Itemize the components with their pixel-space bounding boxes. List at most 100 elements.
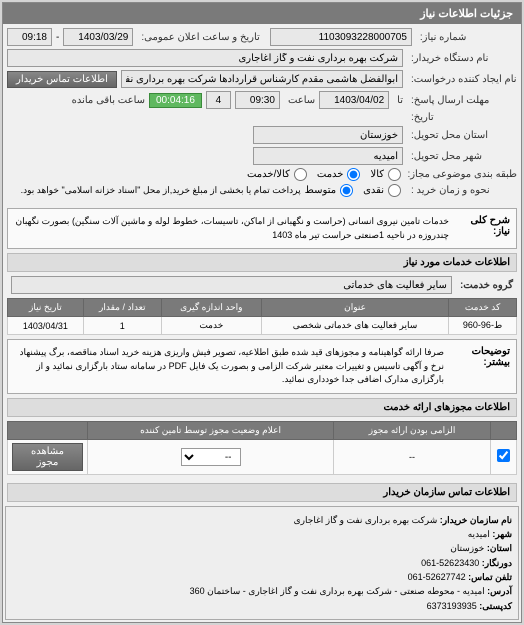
- deadline-time-field: [235, 91, 280, 109]
- deadline-until: تا: [393, 95, 403, 106]
- radio-goods-item: کالا: [370, 168, 403, 181]
- radio-goods[interactable]: [388, 168, 401, 181]
- radio-both-label: کالا/خدمت: [247, 169, 290, 180]
- radio-both[interactable]: [294, 168, 307, 181]
- contact-postal: 6373193935: [427, 601, 477, 611]
- contact-addr: امیدیه - محوطه صنعتی - شرکت بهره برداری …: [190, 586, 485, 596]
- buy-radio2[interactable]: [340, 184, 353, 197]
- permits-col-chk: [491, 421, 517, 439]
- contact-city-row: شهر: امیدیه: [12, 527, 512, 541]
- contact-org-label: نام سازمان خریدار:: [440, 515, 512, 525]
- contact-city: امیدیه: [468, 529, 490, 539]
- contact-province-row: استان: خوزستان: [12, 541, 512, 555]
- contact-postal-row: کدپستی: 6373193935: [12, 599, 512, 613]
- contact-tel: 52627742-061: [408, 572, 466, 582]
- contact-org-row: نام سازمان خریدار: شرکت بهره برداری نفت …: [12, 513, 512, 527]
- radio-service-item: خدمت: [317, 168, 363, 181]
- buy-radio2-item: متوسط: [305, 184, 355, 197]
- col-qty: تعداد / مقدار: [83, 299, 161, 317]
- buy-method-radio-group: نقدی متوسط: [305, 184, 403, 197]
- contact-org: شرکت بهره برداری نفت و گاز اغاجاری: [294, 515, 438, 525]
- remain-text: ساعت باقی مانده: [68, 95, 145, 106]
- summary-box: شرح کلی نیاز: خدمات تامین نیروی انسانی (…: [7, 208, 517, 249]
- row-requester: نام ایجاد کننده درخواست: اطلاعات تماس خر…: [7, 70, 517, 88]
- contact-footer: نام سازمان خریدار: شرکت بهره برداری نفت …: [5, 506, 519, 621]
- service-group-label: گروه خدمت:: [456, 280, 513, 291]
- class-label: طبقه بندی موضوعی مجاز:: [407, 169, 517, 180]
- permits-table: الزامی بودن ارائه مجوز اعلام وضعیت مجوز …: [7, 421, 517, 475]
- need-no-label: شماره نیاز:: [416, 32, 517, 43]
- buyer-org-label: نام دستگاه خریدار:: [407, 53, 517, 64]
- row-buy-method: نحوه و زمان خرید : نقدی متوسط پرداخت تما…: [7, 184, 517, 197]
- contact-city-label: شهر:: [492, 529, 512, 539]
- notes-box: توضیحات بیشتر: صرفا ارائه گواهینامه و مج…: [7, 339, 517, 394]
- panel-title: جزئیات اطلاعات نیاز: [3, 3, 521, 24]
- deadline-time-label: ساعت: [284, 95, 315, 106]
- delivery-place-field: [253, 126, 403, 144]
- col-unit: واحد اندازه گیری: [161, 299, 261, 317]
- delivery-city-label: شهر محل تحویل:: [407, 151, 517, 162]
- notes-text: صرفا ارائه گواهینامه و مجوزهای قید شده ط…: [14, 346, 444, 387]
- pub-date-field: [63, 28, 133, 46]
- contact-phone: 52623430-061: [421, 558, 479, 568]
- permits-cell-chk: [491, 439, 517, 474]
- row-service-group: گروه خدمت:: [11, 276, 513, 294]
- delivery-place-label: استان محل تحویل:: [407, 130, 517, 141]
- view-permit-button[interactable]: مشاهده مجوز: [12, 443, 83, 471]
- contact-tel-row: تلفن تماس: 52627742-061: [12, 570, 512, 584]
- permits-cell-action: مشاهده مجوز: [8, 439, 88, 474]
- buy-method-note: پرداخت تمام یا بخشی از مبلغ خرید,از محل …: [21, 185, 301, 196]
- buyer-org-field: [7, 49, 403, 67]
- class-radio-group: کالا خدمت کالا/خدمت: [247, 168, 403, 181]
- remain-timer: 00:04:16: [149, 93, 202, 108]
- requester-field: [121, 70, 403, 88]
- table-row: -- -- مشاهده مجوز: [8, 439, 517, 474]
- buy-radio1-label: نقدی: [363, 185, 384, 196]
- deadline-label: مهلت ارسال پاسخ:: [407, 95, 517, 106]
- buy-radio1[interactable]: [388, 184, 401, 197]
- radio-service[interactable]: [347, 168, 360, 181]
- contact-province-label: استان:: [487, 543, 512, 553]
- row-need-no: شماره نیاز: تاریخ و ساعت اعلان عمومی: -: [7, 28, 517, 46]
- summary-text: خدمات تامین نیروی انسانی (حراست و نگهبان…: [14, 215, 449, 242]
- remain-count-field: [206, 91, 231, 109]
- buy-radio1-item: نقدی: [363, 184, 403, 197]
- permits-col-required: الزامی بودن ارائه مجوز: [334, 421, 491, 439]
- contact-province: خوزستان: [450, 543, 484, 553]
- contact-phone-label: دورنگار:: [482, 558, 512, 568]
- radio-both-item: کالا/خدمت: [247, 168, 309, 181]
- history-label: تاریخ:: [407, 112, 517, 123]
- permit-required-dash: --: [409, 452, 415, 462]
- cell-date: 1403/04/31: [8, 317, 84, 335]
- permits-header-row: الزامی بودن ارائه مجوز اعلام وضعیت مجوز …: [8, 421, 517, 439]
- permits-cell-required: --: [334, 439, 491, 474]
- col-code: کد خدمت: [449, 299, 517, 317]
- summary-label: شرح کلی نیاز:: [455, 215, 510, 242]
- row-delivery-city: شهر محل تحویل:: [7, 147, 517, 165]
- row-class: طبقه بندی موضوعی مجاز: کالا خدمت کالا/خد…: [7, 168, 517, 181]
- row-buyer-org: نام دستگاه خریدار:: [7, 49, 517, 67]
- col-date: تاریخ نیاز: [8, 299, 84, 317]
- dash-sep: -: [56, 32, 59, 43]
- notes-label: توضیحات بیشتر:: [450, 346, 510, 387]
- row-delivery-place: استان محل تحویل:: [7, 126, 517, 144]
- row-deadline: مهلت ارسال پاسخ: تا ساعت 00:04:16 ساعت ب…: [7, 91, 517, 109]
- contact-postal-label: کدپستی:: [479, 601, 512, 611]
- delivery-city-field: [253, 147, 403, 165]
- radio-goods-label: کالا: [370, 169, 384, 180]
- permits-col-status: اعلام وضعیت مجوز توسط تامین کننده: [88, 421, 334, 439]
- contact-buyer-button[interactable]: اطلاعات تماس خریدار: [7, 71, 117, 88]
- permits-col-action: [8, 421, 88, 439]
- deadline-date-field: [319, 91, 389, 109]
- permit-status-select[interactable]: --: [181, 448, 241, 466]
- contact-tel-label: تلفن تماس:: [468, 572, 512, 582]
- permit-checkbox[interactable]: [497, 449, 510, 462]
- pub-time-field: [7, 28, 52, 46]
- main-panel: جزئیات اطلاعات نیاز شماره نیاز: تاریخ و …: [2, 2, 522, 623]
- form-section: شماره نیاز: تاریخ و ساعت اعلان عمومی: - …: [3, 24, 521, 204]
- row-history: تاریخ:: [7, 112, 517, 123]
- cell-code: ط-96-960: [449, 317, 517, 335]
- col-title: عنوان: [261, 299, 448, 317]
- cell-unit: خدمت: [161, 317, 261, 335]
- buy-method-label: نحوه و زمان خرید :: [407, 185, 517, 196]
